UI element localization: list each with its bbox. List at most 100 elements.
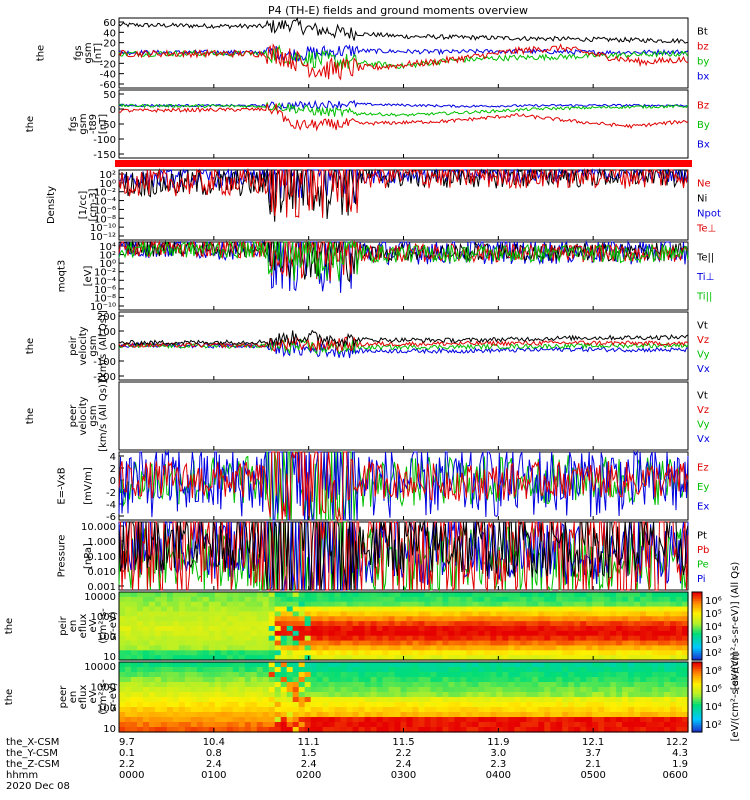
heatmap-cell: [478, 645, 485, 651]
heatmap-cell: [466, 697, 473, 703]
heatmap-cell: [436, 712, 444, 718]
heatmap-cell: [532, 626, 539, 632]
legend-item: Ne: [697, 179, 711, 190]
colorbar-segment: [692, 680, 702, 684]
heatmap-cell: [496, 626, 503, 632]
heatmap-cell: [478, 692, 485, 698]
heatmap-cell: [238, 702, 246, 708]
heatmap-cell: [448, 630, 456, 637]
heatmap-cell: [346, 640, 354, 647]
heatmap-cell: [256, 650, 264, 656]
heatmap-cell: [196, 596, 204, 603]
y-tick-label: 10⁻²: [94, 188, 116, 199]
heatmap-cell: [640, 672, 647, 678]
heatmap-cell: [328, 702, 336, 708]
heatmap-cell: [454, 645, 461, 651]
heatmap-cell: [592, 712, 599, 718]
y-tick-label: 10⁻¹⁰: [90, 302, 116, 313]
heatmap-cell: [232, 727, 240, 733]
heatmap-cell: [352, 606, 360, 613]
heatmap-cell: [442, 662, 450, 668]
heatmap-cell: [670, 606, 677, 613]
heatmap-cell: [634, 717, 641, 723]
heatmap-cell: [430, 722, 438, 728]
heatmap-cell: [178, 645, 186, 651]
heatmap-cell: [604, 616, 611, 622]
heatmap-cell: [586, 592, 593, 598]
heatmap-cell: [622, 697, 629, 703]
heatmap-cell: [550, 592, 557, 598]
heatmap-cell: [406, 596, 414, 603]
heatmap-cell: [412, 621, 420, 627]
heatmap-cell: [370, 722, 378, 728]
heatmap-cell: [388, 677, 396, 683]
heatmap-cell: [148, 692, 156, 698]
heatmap-cell: [550, 692, 557, 698]
heatmap-cell: [658, 687, 665, 693]
heatmap-cell: [640, 601, 647, 608]
heatmap-cell: [202, 667, 210, 673]
heatmap-cell: [478, 722, 485, 728]
heatmap-cell: [622, 630, 629, 637]
heatmap-cell: [352, 687, 360, 693]
heatmap-cell: [436, 630, 444, 637]
heatmap-cell: [580, 697, 587, 703]
heatmap-cell: [598, 626, 605, 632]
heatmap-cell: [172, 592, 180, 598]
heatmap-cell: [196, 717, 204, 723]
heatmap-cell: [310, 667, 318, 673]
colorbar-segment: [692, 628, 702, 632]
heatmap-cell: [310, 606, 318, 613]
heatmap-cell: [634, 635, 641, 642]
heatmap-cell: [658, 650, 665, 656]
heatmap-cell: [622, 702, 629, 708]
heatmap-cell: [532, 717, 539, 723]
heatmap-cell: [682, 682, 689, 688]
y-tick-label: 4: [110, 452, 116, 463]
heatmap-cell: [454, 601, 461, 608]
heatmap-cell: [124, 727, 132, 733]
heatmap-cell: [568, 682, 575, 688]
heatmap-cell: [262, 687, 270, 693]
heatmap-cell: [178, 692, 186, 698]
heatmap-cell: [364, 616, 372, 622]
heatmap-cell: [172, 626, 180, 632]
heatmap-cell: [454, 727, 461, 733]
heatmap-cell: [598, 606, 605, 613]
heatmap-cell: [586, 601, 593, 608]
heatmap-cell: [418, 707, 426, 713]
heatmap-cell: [286, 692, 294, 698]
heatmap-cell: [310, 621, 318, 627]
heatmap-cell: [382, 650, 390, 656]
heatmap-cell: [472, 672, 479, 678]
heatmap-cell: [604, 712, 611, 718]
heatmap-cell: [178, 601, 186, 608]
heatmap-cell: [430, 707, 438, 713]
heatmap-cell: [136, 635, 144, 642]
heatmap-cell: [298, 662, 306, 668]
heatmap-cell: [592, 667, 599, 673]
heatmap-cell: [460, 650, 467, 656]
heatmap-cell: [310, 682, 318, 688]
heatmap-cell: [526, 722, 533, 728]
heatmap-cell: [322, 635, 330, 642]
y-tick-label: 0.010: [87, 567, 116, 578]
heatmap-cell: [124, 687, 132, 693]
heatmap-cell: [664, 702, 671, 708]
heatmap-cell: [364, 717, 372, 723]
heatmap-cell: [340, 727, 348, 733]
heatmap-cell: [334, 616, 342, 622]
heatmap-cell: [658, 630, 665, 637]
heatmap-cell: [292, 687, 300, 693]
x-tick-label: 12.2: [666, 737, 688, 748]
heatmap-cell: [322, 645, 330, 651]
heatmap-cell: [160, 606, 168, 613]
heatmap-cell: [280, 702, 288, 708]
heatmap-cell: [340, 712, 348, 718]
heatmap-cell: [334, 662, 342, 668]
heatmap-cell: [214, 645, 222, 651]
heatmap-cell: [310, 596, 318, 603]
heatmap-cell: [424, 692, 432, 698]
heatmap-cell: [598, 635, 605, 642]
panel-peer-eflux: the peerenefluxeV(cm²-s-sr-eV): [4, 661, 703, 733]
